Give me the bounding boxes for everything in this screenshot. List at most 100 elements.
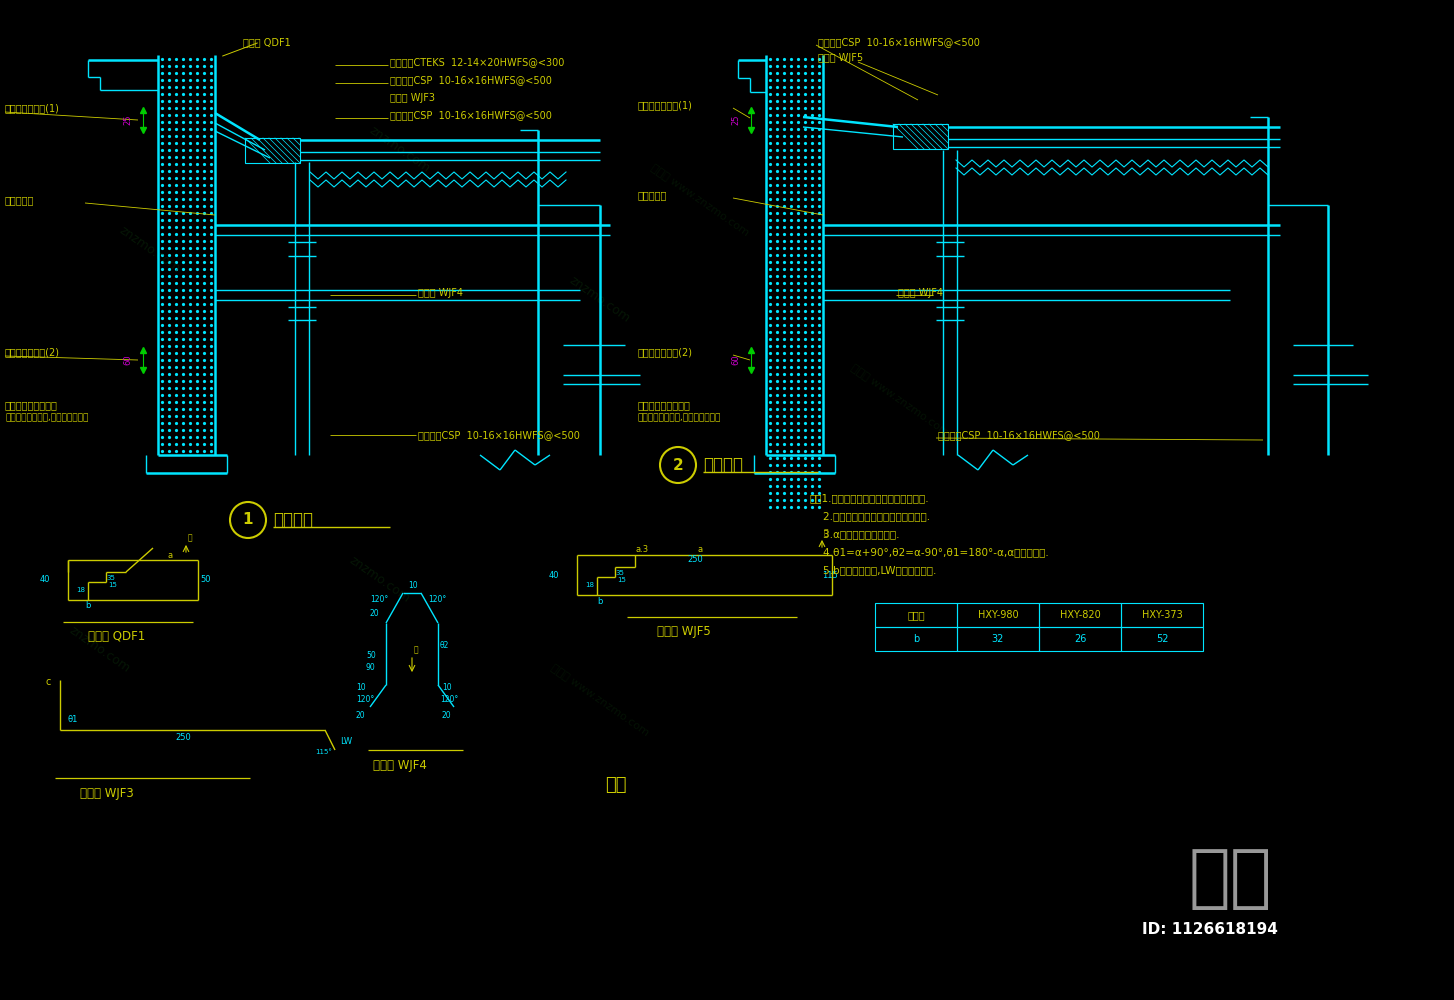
Text: a.3: a.3 bbox=[635, 546, 648, 554]
Text: 女儿墙色带: 女儿墙色带 bbox=[4, 195, 35, 205]
Text: 单坡屋脊: 单坡屋脊 bbox=[702, 456, 743, 474]
Text: 35: 35 bbox=[106, 575, 115, 581]
Text: 40: 40 bbox=[39, 576, 49, 584]
Text: 18: 18 bbox=[76, 587, 84, 593]
Text: 知未网 www.znzmo.com: 知未网 www.znzmo.com bbox=[849, 362, 951, 438]
Text: 40: 40 bbox=[548, 570, 558, 580]
Text: a: a bbox=[696, 546, 702, 554]
Text: 120°: 120° bbox=[356, 696, 374, 704]
Text: 单坡屋脊: 单坡屋脊 bbox=[273, 511, 313, 529]
Text: 板型号: 板型号 bbox=[907, 610, 925, 620]
Text: 120°: 120° bbox=[369, 595, 388, 604]
Text: b: b bbox=[598, 596, 602, 605]
Text: 具体工程定标高(2): 具体工程定标高(2) bbox=[638, 347, 694, 357]
Text: 90: 90 bbox=[366, 662, 375, 672]
Text: 3.α由墙梁和墙板规格定.: 3.α由墙梁和墙板规格定. bbox=[810, 529, 900, 539]
Text: 无有女儿墙色带时,外墙板伸至墙顶: 无有女儿墙色带时,外墙板伸至墙顶 bbox=[638, 414, 721, 422]
Bar bbox=[1040, 627, 1121, 651]
Text: 女儿墙色带: 女儿墙色带 bbox=[638, 190, 667, 200]
Text: 屋脊: 屋脊 bbox=[605, 776, 627, 794]
Bar bbox=[1121, 603, 1202, 627]
Text: c: c bbox=[45, 677, 51, 687]
Text: 10: 10 bbox=[409, 580, 417, 589]
Text: 26: 26 bbox=[1075, 634, 1086, 644]
Text: 115: 115 bbox=[822, 570, 838, 580]
Text: a: a bbox=[169, 550, 173, 560]
Text: 泛水板 WJF4: 泛水板 WJF4 bbox=[899, 288, 944, 298]
Text: znzmo.com: znzmo.com bbox=[348, 554, 413, 606]
Text: znzmo.com: znzmo.com bbox=[67, 624, 132, 676]
Bar bbox=[875, 603, 957, 627]
Text: HXY-980: HXY-980 bbox=[977, 610, 1018, 620]
Text: 15: 15 bbox=[108, 582, 116, 588]
Text: 自攻螺钉CSP  10-16×16HWFS@<500: 自攻螺钉CSP 10-16×16HWFS@<500 bbox=[390, 110, 553, 120]
Text: 泛水板 WJF4: 泛水板 WJF4 bbox=[374, 758, 427, 772]
Text: 泛水板 QDF1: 泛水板 QDF1 bbox=[89, 630, 145, 643]
Text: 50: 50 bbox=[201, 576, 211, 584]
Text: HXY-820: HXY-820 bbox=[1060, 610, 1101, 620]
Text: 4.θ1=α+90°,θ2=α-90°,θ1=180°-α,α为屋面倾角.: 4.θ1=α+90°,θ2=α-90°,θ1=180°-α,α为屋面倾角. bbox=[810, 547, 1048, 557]
Text: 泛水板 WJF3: 泛水板 WJF3 bbox=[80, 786, 134, 800]
Text: 外: 外 bbox=[824, 528, 829, 538]
Text: 泛水板 WJF3: 泛水板 WJF3 bbox=[390, 93, 435, 103]
Text: 18: 18 bbox=[585, 582, 595, 588]
Text: ID: 1126618194: ID: 1126618194 bbox=[1141, 922, 1278, 938]
Text: 20: 20 bbox=[369, 608, 379, 617]
Text: 知未: 知未 bbox=[1188, 844, 1272, 912]
Text: 10: 10 bbox=[442, 684, 452, 692]
Text: 2: 2 bbox=[673, 458, 683, 473]
Text: 32: 32 bbox=[992, 634, 1005, 644]
Text: 注：1.屋面板的组合型式根据具体工程定.: 注：1.屋面板的组合型式根据具体工程定. bbox=[810, 493, 929, 503]
Text: 5.b由墙板规格定,LW为屋面板坡高.: 5.b由墙板规格定,LW为屋面板坡高. bbox=[810, 565, 936, 575]
Bar bbox=[875, 627, 957, 651]
Text: znzmo.com: znzmo.com bbox=[118, 224, 183, 276]
Text: 250: 250 bbox=[174, 734, 190, 742]
Text: 有女儿墙色带时搭接: 有女儿墙色带时搭接 bbox=[4, 400, 58, 410]
Text: 1: 1 bbox=[243, 512, 253, 528]
Text: 具体工程定标高(1): 具体工程定标高(1) bbox=[638, 100, 694, 110]
Text: 泛水板 WJF5: 泛水板 WJF5 bbox=[819, 53, 864, 63]
Text: 60: 60 bbox=[124, 355, 132, 365]
Text: θ1: θ1 bbox=[68, 716, 79, 724]
Text: 有女儿墙色带时搭接: 有女儿墙色带时搭接 bbox=[638, 400, 691, 410]
Bar bbox=[957, 627, 1040, 651]
Text: HXY-373: HXY-373 bbox=[1141, 610, 1182, 620]
Bar bbox=[957, 603, 1040, 627]
Text: θ2: θ2 bbox=[441, 641, 449, 650]
Bar bbox=[1121, 627, 1202, 651]
Text: 20: 20 bbox=[442, 710, 452, 720]
Text: b: b bbox=[86, 601, 90, 610]
Bar bbox=[246, 138, 300, 163]
Text: znzmo.com: znzmo.com bbox=[567, 274, 632, 326]
Text: 自攻螺钉CTEKS  12-14×20HWFS@<300: 自攻螺钉CTEKS 12-14×20HWFS@<300 bbox=[390, 57, 564, 67]
Text: 50: 50 bbox=[366, 650, 375, 660]
Text: 知未网 www.znzmo.com: 知未网 www.znzmo.com bbox=[650, 162, 750, 238]
Text: znzmo.com: znzmo.com bbox=[368, 124, 433, 176]
Text: 泛水板 WJF5: 泛水板 WJF5 bbox=[657, 624, 711, 638]
Text: 120°: 120° bbox=[427, 595, 446, 604]
Text: 无有女儿墙色带时,外墙板伸至墙顶: 无有女儿墙色带时,外墙板伸至墙顶 bbox=[4, 414, 89, 422]
Text: 具体工程定标高(1): 具体工程定标高(1) bbox=[4, 103, 60, 113]
Text: 115°: 115° bbox=[316, 749, 332, 755]
Text: 25: 25 bbox=[731, 115, 740, 125]
Text: 20: 20 bbox=[356, 710, 365, 720]
Text: 15: 15 bbox=[616, 577, 625, 583]
Text: 自攻螺钉CSP  10-16×16HWFS@<500: 自攻螺钉CSP 10-16×16HWFS@<500 bbox=[819, 37, 980, 47]
Text: 25: 25 bbox=[124, 115, 132, 125]
Text: 自攻螺钉CSP  10-16×16HWFS@<500: 自攻螺钉CSP 10-16×16HWFS@<500 bbox=[390, 75, 553, 85]
Text: 外: 外 bbox=[414, 646, 419, 654]
Bar bbox=[1040, 603, 1121, 627]
Text: 35: 35 bbox=[615, 570, 624, 576]
Text: LW: LW bbox=[340, 738, 352, 746]
Text: 10: 10 bbox=[356, 684, 365, 692]
Text: 自攻螺钉CSP  10-16×16HWFS@<500: 自攻螺钉CSP 10-16×16HWFS@<500 bbox=[417, 430, 580, 440]
Text: 自攻螺钉CSP  10-16×16HWFS@<500: 自攻螺钉CSP 10-16×16HWFS@<500 bbox=[938, 430, 1099, 440]
Text: 知未网 www.znzmo.com: 知未网 www.znzmo.com bbox=[550, 662, 651, 738]
Text: 2.墙面板的组合型式根据具体工程定.: 2.墙面板的组合型式根据具体工程定. bbox=[810, 511, 931, 521]
Text: 泛水板 WJF4: 泛水板 WJF4 bbox=[417, 288, 462, 298]
Text: 具体工程定标高(2): 具体工程定标高(2) bbox=[4, 347, 60, 357]
Text: 泛水板 QDF1: 泛水板 QDF1 bbox=[243, 37, 291, 47]
Bar bbox=[893, 124, 948, 149]
Text: 外: 外 bbox=[188, 534, 192, 542]
Text: b: b bbox=[913, 634, 919, 644]
